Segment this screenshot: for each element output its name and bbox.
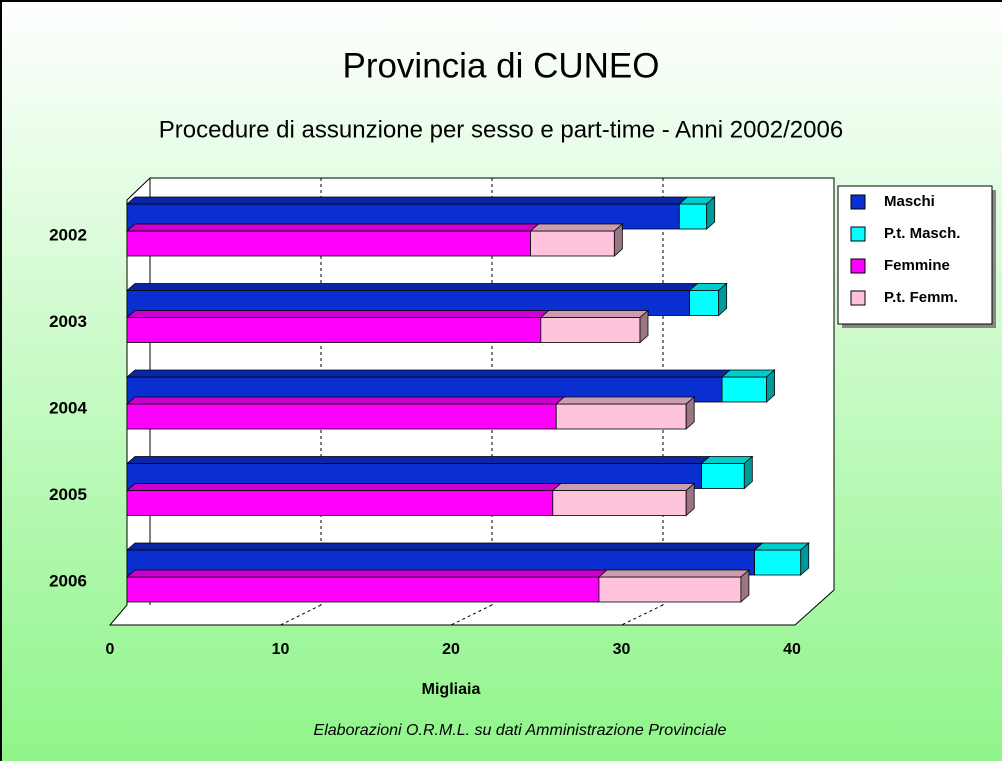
- y-tick-label: 2003: [49, 312, 87, 331]
- bar: [689, 290, 720, 316]
- x-tick-label: 40: [783, 641, 801, 658]
- bar: [540, 317, 641, 343]
- legend-label: Maschi: [884, 193, 935, 210]
- bar-end: [706, 196, 716, 230]
- bar: [721, 376, 767, 403]
- bar-top: [125, 396, 566, 405]
- bar: [126, 230, 531, 257]
- bar-top: [125, 283, 699, 291]
- grid-line-floor: [280, 604, 322, 626]
- grid-line-floor: [621, 604, 664, 626]
- bar-top: [700, 456, 754, 464]
- bar-end: [639, 309, 649, 344]
- x-tick-label: 10: [272, 641, 290, 658]
- bar-top: [125, 369, 732, 378]
- bar-top: [551, 483, 696, 491]
- bar-end: [718, 282, 728, 317]
- y-tick-label: 2004: [49, 398, 87, 417]
- bar-end: [685, 396, 695, 430]
- x-tick-label: 30: [613, 641, 631, 658]
- bar-top: [125, 196, 689, 205]
- y-tick-label: 2006: [49, 571, 87, 590]
- x-tick-label: 20: [442, 641, 460, 658]
- bar: [530, 230, 615, 257]
- chart-subtitle: Procedure di assunzione per sesso e part…: [159, 116, 843, 143]
- y-tick-label: 2002: [49, 225, 87, 244]
- bar-top: [529, 223, 624, 232]
- bar-top: [125, 310, 550, 318]
- bar-top: [721, 369, 776, 378]
- bar-top: [125, 483, 562, 491]
- bar: [701, 463, 745, 489]
- bar-top: [125, 569, 609, 578]
- legend-label: P.t. Femm.: [884, 289, 958, 306]
- bar-end: [613, 223, 623, 257]
- x-axis-label: Migliaia: [422, 681, 481, 698]
- legend-swatch: [850, 258, 866, 274]
- bar: [678, 203, 708, 230]
- footnote: Elaborazioni O.R.M.L. su dati Amministra…: [314, 722, 727, 739]
- bar: [126, 317, 542, 343]
- legend-swatch: [850, 226, 866, 242]
- bar-top: [753, 542, 810, 551]
- legend-swatch: [850, 194, 866, 210]
- chart-title: Provincia di CUNEO: [342, 46, 659, 85]
- bar-top: [125, 223, 540, 232]
- bar-end: [743, 455, 753, 490]
- bar: [126, 403, 557, 430]
- bar: [126, 490, 554, 516]
- bar: [552, 490, 687, 516]
- legend-label: P.t. Masch.: [884, 225, 960, 242]
- bar-top: [125, 456, 711, 464]
- bar-end: [685, 482, 695, 517]
- bar-top: [555, 396, 696, 405]
- bar-top: [597, 569, 750, 578]
- grid-line-floor: [450, 604, 493, 626]
- bar: [598, 576, 742, 603]
- bar: [126, 576, 600, 603]
- bar-end: [800, 542, 810, 576]
- bar: [555, 403, 687, 430]
- bar-end: [766, 369, 775, 403]
- legend-label: Femmine: [884, 257, 950, 274]
- bar: [754, 549, 802, 576]
- x-tick-label: 0: [106, 641, 115, 658]
- bar-end: [740, 569, 750, 603]
- legend-swatch: [850, 290, 866, 306]
- bar-top: [539, 310, 650, 318]
- y-tick-label: 2005: [49, 485, 87, 504]
- bar-top: [125, 542, 764, 551]
